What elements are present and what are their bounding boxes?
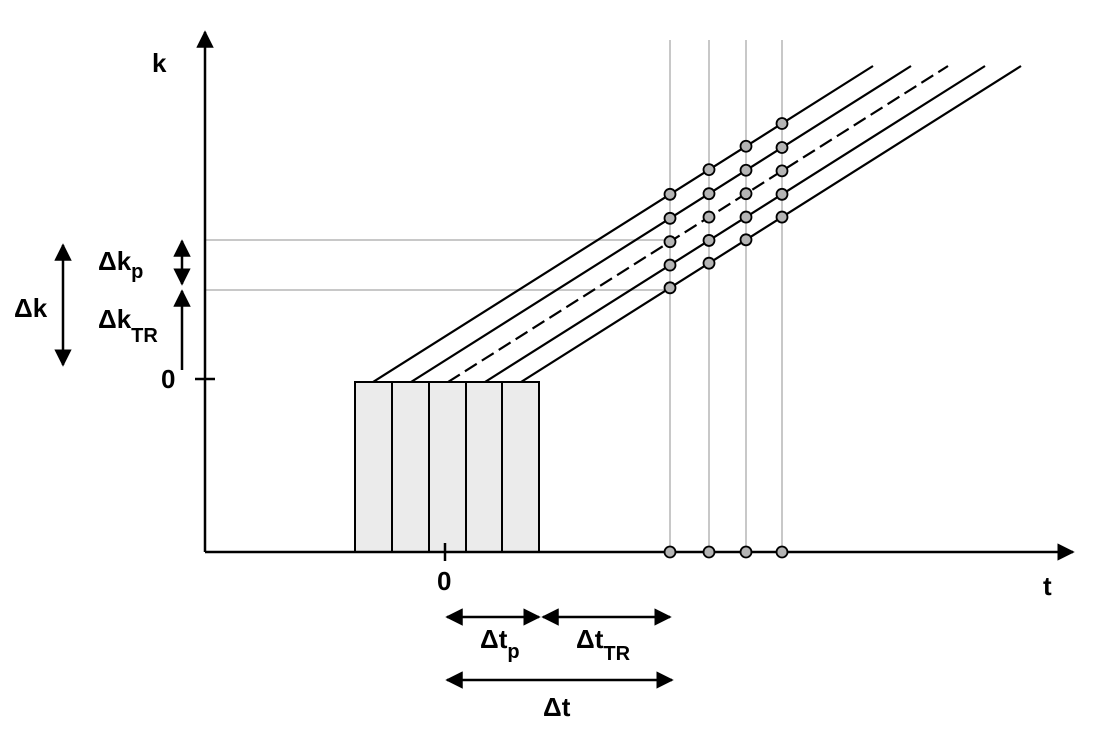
delta-t-p: Δtp (480, 624, 520, 663)
sample-point (775, 117, 789, 130)
x-origin: 0 (437, 566, 451, 596)
sample-point (775, 141, 789, 154)
delta-t-tr: ΔtTR (576, 624, 631, 665)
sample-time (739, 545, 753, 559)
delta-k-p: Δkp (98, 246, 143, 283)
sample-point (739, 187, 753, 201)
sample-points (663, 117, 789, 559)
sample-point (663, 258, 677, 272)
trajectory (372, 65, 874, 383)
x-axis-label: t (1043, 571, 1052, 601)
delta-t: Δt (543, 692, 571, 722)
subscript: TR (131, 325, 158, 347)
sample-point (702, 234, 716, 247)
y-origin: 0 (161, 364, 175, 394)
delta-k-tr: ΔkTR (98, 304, 158, 347)
sample-point (663, 235, 677, 249)
sample-point (739, 139, 753, 153)
sample-point (702, 187, 716, 201)
sample-point (739, 210, 753, 224)
dimension-arrows (54, 239, 674, 689)
label: Δk (98, 304, 132, 334)
subscript: TR (603, 643, 630, 665)
label: Δt (480, 624, 508, 654)
sample-point (739, 163, 753, 177)
label: Δk (14, 293, 48, 323)
sample-point (663, 187, 677, 201)
trajectory (484, 65, 986, 383)
sample-time (702, 545, 716, 559)
trajectory (520, 65, 1022, 383)
axes (195, 30, 1075, 561)
subscript: p (131, 261, 143, 283)
y-axis-label: k (152, 48, 167, 78)
trajectory (410, 65, 912, 383)
delta-k: Δk (14, 293, 48, 323)
sample-point (663, 281, 677, 295)
sample-point (702, 163, 716, 177)
sample-point (702, 256, 716, 270)
label: Δt (543, 692, 571, 722)
sample-point (775, 210, 789, 224)
label: Δt (576, 624, 604, 654)
sample-point (775, 187, 789, 201)
sample-point (702, 210, 716, 224)
sample-point (775, 164, 789, 178)
trajectories (372, 65, 1022, 383)
trajectory (447, 65, 949, 383)
sample-point (663, 211, 677, 225)
label: Δk (98, 246, 132, 276)
sample-time (775, 545, 789, 559)
sample-point (739, 233, 753, 247)
sample-time (663, 545, 677, 559)
pulses (354, 381, 540, 553)
subscript: p (507, 641, 519, 663)
